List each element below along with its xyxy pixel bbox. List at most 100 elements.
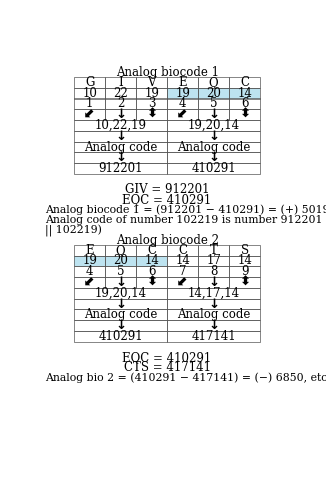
Bar — [74, 142, 167, 152]
Bar — [229, 110, 260, 120]
Text: 2: 2 — [117, 98, 124, 110]
Text: 10: 10 — [82, 86, 97, 100]
Bar — [74, 310, 167, 320]
Text: Analog code: Analog code — [84, 308, 157, 322]
Text: ⬍: ⬍ — [239, 276, 250, 289]
Text: ⬍: ⬍ — [239, 108, 250, 121]
Bar — [74, 77, 105, 88]
Text: ↓: ↓ — [208, 130, 219, 142]
Text: Analog code: Analog code — [84, 140, 157, 153]
Bar — [167, 288, 260, 298]
Bar — [167, 310, 260, 320]
Bar — [74, 120, 167, 131]
Bar — [198, 88, 229, 99]
Text: EQC = 410291: EQC = 410291 — [123, 193, 212, 206]
Bar — [74, 298, 167, 310]
Text: S: S — [241, 244, 249, 256]
Text: E: E — [178, 76, 187, 89]
Text: 1: 1 — [86, 98, 93, 110]
Text: 6: 6 — [241, 98, 248, 110]
Text: Q: Q — [116, 244, 126, 256]
Bar — [167, 277, 198, 288]
Bar — [198, 256, 229, 266]
Bar — [167, 331, 260, 342]
Bar — [74, 88, 105, 99]
Text: CTS = 417141: CTS = 417141 — [124, 361, 211, 374]
Text: 7: 7 — [179, 265, 186, 278]
Text: 19: 19 — [144, 86, 159, 100]
Bar — [136, 266, 167, 277]
Text: ⬍: ⬍ — [146, 108, 157, 121]
Bar — [136, 77, 167, 88]
Text: 9: 9 — [241, 265, 248, 278]
Text: 10,22,19: 10,22,19 — [95, 119, 147, 132]
Text: 14,17,14: 14,17,14 — [187, 287, 240, 300]
Text: ↓: ↓ — [208, 152, 219, 164]
Text: 19: 19 — [82, 254, 97, 268]
Bar — [198, 245, 229, 256]
Text: ↓: ↓ — [208, 298, 219, 310]
Text: ⬋: ⬋ — [84, 276, 95, 289]
Bar — [74, 98, 105, 110]
Text: ↓: ↓ — [115, 319, 126, 332]
Bar — [74, 110, 105, 120]
Bar — [167, 256, 198, 266]
Bar — [167, 98, 198, 110]
Text: 6: 6 — [148, 265, 155, 278]
Text: 20: 20 — [113, 254, 128, 268]
Bar — [229, 256, 260, 266]
Text: ⬋: ⬋ — [177, 276, 188, 289]
Text: ↓: ↓ — [115, 276, 126, 289]
Bar — [105, 277, 136, 288]
Bar — [74, 256, 105, 266]
Bar — [229, 88, 260, 99]
Text: 912201: 912201 — [98, 162, 143, 175]
Bar — [74, 331, 167, 342]
Text: Analog bio 2 = (410291 − 417141) = (−) 6850, etc.: Analog bio 2 = (410291 − 417141) = (−) 6… — [45, 372, 326, 383]
Text: Analog code: Analog code — [177, 140, 250, 153]
Text: || 102219): || 102219) — [45, 225, 101, 237]
Bar — [136, 110, 167, 120]
Text: 4: 4 — [179, 98, 186, 110]
Bar — [167, 77, 198, 88]
Bar — [167, 266, 198, 277]
Bar — [74, 277, 105, 288]
Bar — [74, 266, 105, 277]
Bar — [105, 266, 136, 277]
Bar — [167, 120, 260, 131]
Text: 417141: 417141 — [191, 330, 236, 343]
Bar — [167, 152, 260, 163]
Text: ↓: ↓ — [208, 276, 219, 289]
Text: Analog biocode 2: Analog biocode 2 — [116, 234, 218, 247]
Bar — [229, 266, 260, 277]
Bar — [229, 88, 260, 99]
Text: 5: 5 — [210, 98, 217, 110]
Text: 410291: 410291 — [191, 162, 236, 175]
Bar — [167, 88, 198, 99]
Text: 19: 19 — [175, 86, 190, 100]
Text: 19,20,14: 19,20,14 — [187, 119, 240, 132]
Bar — [74, 320, 167, 331]
Bar — [74, 163, 167, 174]
Bar — [105, 256, 136, 266]
Bar — [74, 152, 167, 163]
Text: ⬋: ⬋ — [177, 108, 188, 121]
Bar — [167, 298, 260, 310]
Text: G: G — [85, 76, 94, 89]
Text: ⬍: ⬍ — [146, 276, 157, 289]
Text: ↓: ↓ — [115, 108, 126, 121]
Text: V: V — [147, 76, 156, 89]
Bar — [167, 320, 260, 331]
Text: ↓: ↓ — [208, 319, 219, 332]
Bar — [198, 266, 229, 277]
Text: 20: 20 — [206, 86, 221, 100]
Text: 22: 22 — [113, 86, 128, 100]
Text: 17: 17 — [206, 254, 221, 268]
Text: 14: 14 — [175, 254, 190, 268]
Bar — [136, 98, 167, 110]
Bar — [167, 110, 198, 120]
Bar — [105, 245, 136, 256]
Text: ⬋: ⬋ — [84, 108, 95, 121]
Text: Q: Q — [209, 76, 218, 89]
Bar — [74, 245, 105, 256]
